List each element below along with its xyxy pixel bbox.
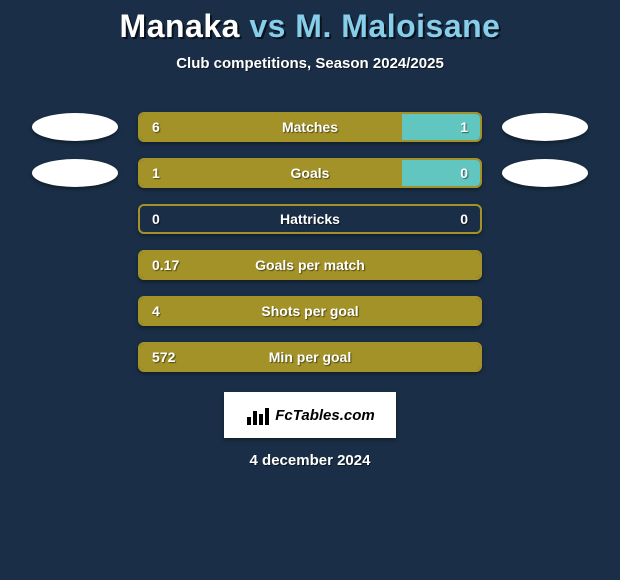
stat-row: 6 1 Matches (0, 104, 620, 150)
stat-bar: 6 1 Matches (138, 112, 482, 142)
comparison-card: Manaka vs M. Maloisane Club competitions… (0, 0, 620, 469)
avatar-left (30, 159, 120, 187)
stat-label: Hattricks (280, 211, 340, 227)
avatar-right (500, 205, 590, 233)
player1-name: Manaka (120, 8, 240, 44)
stat-label: Matches (282, 119, 338, 135)
bar-left-fill (140, 160, 402, 186)
avatar-right (500, 297, 590, 325)
stat-bar: 4 Shots per goal (138, 296, 482, 326)
stat-label: Goals (291, 165, 330, 181)
stat-value-left: 0 (152, 211, 160, 227)
stat-value-right: 1 (460, 119, 468, 135)
bars-icon (245, 403, 269, 427)
stat-bar: 1 0 Goals (138, 158, 482, 188)
avatar-placeholder (502, 113, 588, 141)
stat-row: 572 Min per goal (0, 334, 620, 380)
avatar-placeholder (502, 159, 588, 187)
bar-left-fill (140, 114, 402, 140)
stat-bar: 0 0 Hattricks (138, 204, 482, 234)
stat-bar: 0.17 Goals per match (138, 250, 482, 280)
stat-label: Goals per match (255, 257, 365, 273)
stat-label: Min per goal (269, 349, 351, 365)
avatar-right (500, 343, 590, 371)
stat-value-right: 0 (460, 211, 468, 227)
bar-right-fill (402, 114, 480, 140)
avatar-left (30, 297, 120, 325)
stat-row: 4 Shots per goal (0, 288, 620, 334)
stat-row: 0.17 Goals per match (0, 242, 620, 288)
fctables-logo[interactable]: FcTables.com (224, 392, 396, 438)
stats-block: 6 1 Matches 1 0 Goals 0 0 Hattricks 0.17 Goals per… (0, 104, 620, 380)
stat-value-left: 1 (152, 165, 160, 181)
stat-value-left: 572 (152, 349, 175, 365)
logo-text: FcTables.com (275, 407, 374, 424)
avatar-left (30, 113, 120, 141)
avatar-right (500, 251, 590, 279)
stat-value-right: 0 (460, 165, 468, 181)
player2-name: M. Maloisane (295, 8, 500, 44)
stat-value-left: 0.17 (152, 257, 179, 273)
avatar-placeholder (32, 159, 118, 187)
avatar-right (500, 113, 590, 141)
subtitle: Club competitions, Season 2024/2025 (0, 55, 620, 72)
avatar-right (500, 159, 590, 187)
bar-right-fill (402, 160, 480, 186)
stat-value-left: 6 (152, 119, 160, 135)
avatar-left (30, 251, 120, 279)
avatar-placeholder (32, 113, 118, 141)
footer-date: 4 december 2024 (0, 452, 620, 469)
vs-word: vs (249, 8, 286, 44)
avatar-left (30, 343, 120, 371)
stat-row: 1 0 Goals (0, 150, 620, 196)
stat-label: Shots per goal (261, 303, 358, 319)
avatar-left (30, 205, 120, 233)
stat-row: 0 0 Hattricks (0, 196, 620, 242)
page-title: Manaka vs M. Maloisane (0, 8, 620, 45)
stat-value-left: 4 (152, 303, 160, 319)
stat-bar: 572 Min per goal (138, 342, 482, 372)
